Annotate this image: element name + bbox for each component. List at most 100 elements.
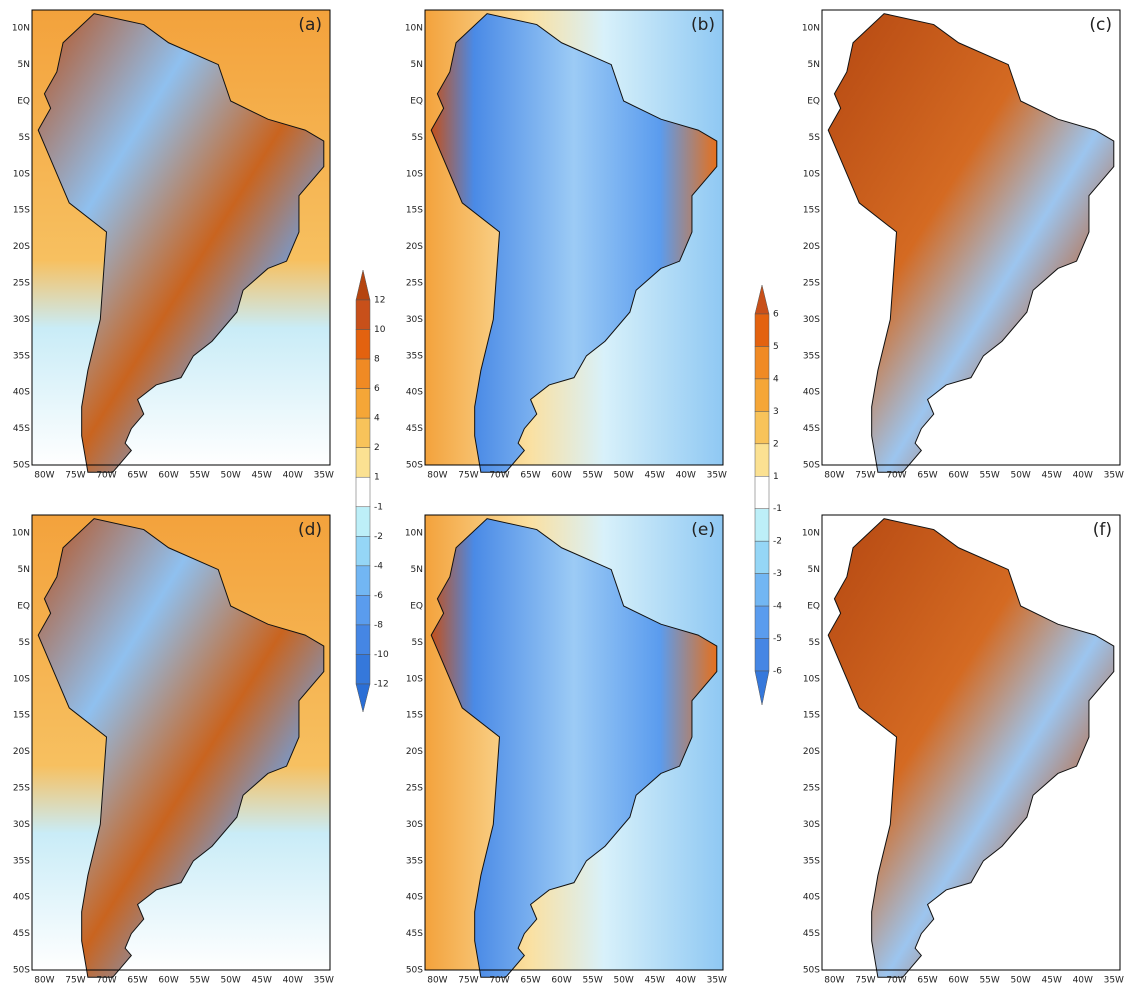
lat-label: 10S — [803, 169, 820, 179]
colorbar-segment — [754, 346, 770, 380]
lon-label: 40W — [676, 976, 696, 984]
lat-label: 25S — [13, 784, 30, 794]
lon-label: 45W — [645, 976, 665, 984]
lon-label: 35W — [707, 471, 727, 481]
colorbar-label: 1 — [374, 473, 380, 483]
lat-label: 20S — [406, 747, 423, 757]
lat-label: 30S — [13, 315, 30, 325]
lat-label: 40S — [13, 893, 30, 903]
lon-label: 50W — [1010, 471, 1030, 481]
colorbar-over — [754, 284, 770, 315]
colorbar-segment — [355, 565, 371, 596]
panel-label: (c) — [1089, 15, 1112, 35]
lon-label: 60W — [158, 471, 178, 481]
lon-label: 40W — [283, 471, 303, 481]
lon-label: 75W — [855, 471, 875, 481]
colorbar-segment — [355, 506, 371, 537]
lat-label: 10S — [406, 169, 423, 179]
lat-label: 45S — [13, 424, 30, 434]
colorbar-label: -6 — [773, 667, 782, 677]
lat-label: 15S — [13, 711, 30, 721]
colorbar-segment — [754, 573, 770, 607]
lat-label: 5S — [19, 133, 31, 143]
colorbar-over — [355, 269, 371, 301]
lat-label: 50S — [803, 966, 820, 976]
lat-label: EQ — [807, 602, 820, 612]
lat-label: 35S — [13, 856, 30, 866]
lat-label: EQ — [410, 602, 423, 612]
lon-label: 60W — [551, 471, 571, 481]
colorbar-label: 6 — [374, 384, 380, 394]
map-frame — [31, 9, 331, 466]
lon-label: 70W — [886, 976, 906, 984]
map-frame — [821, 514, 1121, 971]
lat-label: 20S — [406, 242, 423, 252]
panel-label: (e) — [691, 520, 715, 540]
colorbar-segment — [754, 378, 770, 412]
lat-label: EQ — [807, 97, 820, 107]
lat-label: 10N — [405, 529, 423, 539]
colorbar-label: -12 — [374, 680, 389, 690]
colorbar-label: 6 — [773, 310, 779, 320]
land-field — [827, 518, 1115, 978]
lon-label: 65W — [127, 471, 147, 481]
lon-label: 45W — [1042, 976, 1062, 984]
colorbar-segment — [754, 476, 770, 509]
colorbar-segment — [355, 388, 371, 419]
colorbar-segment — [355, 624, 371, 655]
colorbar-label: 8 — [374, 355, 380, 365]
lat-label: 40S — [406, 893, 423, 903]
colorbar-segment — [355, 299, 371, 330]
land-field — [430, 518, 718, 978]
colorbar-segment — [355, 358, 371, 389]
lat-label: EQ — [17, 97, 30, 107]
lon-label: 50W — [1010, 976, 1030, 984]
colorbar-label: 1 — [773, 472, 779, 482]
lat-label: 35S — [406, 856, 423, 866]
lat-label: 10N — [12, 24, 30, 34]
lon-label: 75W — [458, 976, 478, 984]
lat-label: 45S — [803, 424, 820, 434]
lon-label: 70W — [489, 471, 509, 481]
lon-label: 65W — [520, 471, 540, 481]
lat-label: 30S — [406, 820, 423, 830]
lon-label: 75W — [458, 471, 478, 481]
lat-label: 45S — [406, 929, 423, 939]
lon-label: 80W — [34, 471, 54, 481]
lon-label: 70W — [886, 471, 906, 481]
lat-label: 30S — [803, 820, 820, 830]
colorbar-segment — [355, 476, 371, 508]
lon-label: 45W — [252, 976, 272, 984]
lon-label: 75W — [65, 471, 85, 481]
lon-label: 40W — [1073, 976, 1093, 984]
lat-label: 25S — [406, 279, 423, 289]
lat-label: 5S — [412, 638, 424, 648]
lon-label: 60W — [551, 976, 571, 984]
lat-label: 15S — [13, 206, 30, 216]
lat-label: 25S — [803, 279, 820, 289]
lon-label: 40W — [283, 976, 303, 984]
lon-label: 55W — [189, 471, 209, 481]
lon-label: 35W — [1104, 976, 1124, 984]
lon-label: 55W — [979, 471, 999, 481]
land-field — [37, 518, 325, 978]
lat-label: 45S — [803, 929, 820, 939]
colorbar-label: 3 — [773, 407, 779, 417]
lat-label: 40S — [803, 893, 820, 903]
lon-label: 35W — [707, 976, 727, 984]
lon-label: 80W — [427, 976, 447, 984]
colorbar-segment — [754, 540, 770, 574]
lat-label: 25S — [803, 784, 820, 794]
colorbar-label: 4 — [773, 374, 779, 384]
lat-label: 5N — [411, 565, 423, 575]
lat-label: 40S — [13, 388, 30, 398]
lat-label: 45S — [406, 424, 423, 434]
lon-label: 65W — [917, 471, 937, 481]
panel-label: (b) — [691, 15, 715, 35]
colorbar-segment — [754, 443, 770, 477]
lat-label: EQ — [410, 97, 423, 107]
colorbar-label: -3 — [773, 569, 782, 579]
colorbar-label: -4 — [374, 561, 383, 571]
colorbar-segment — [754, 605, 770, 639]
colorbar-label: 2 — [773, 439, 779, 449]
